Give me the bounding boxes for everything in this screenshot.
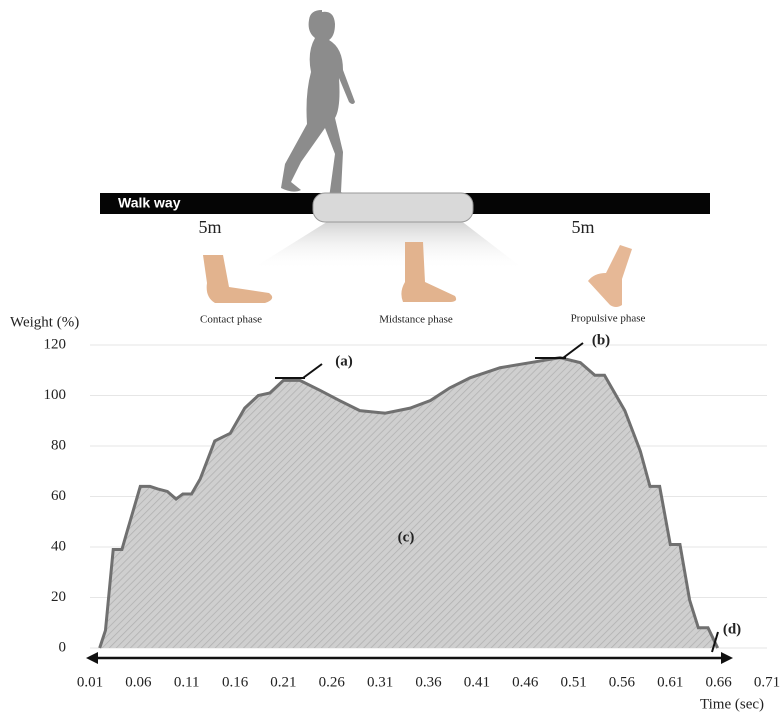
y-tick-label: 80	[51, 437, 66, 453]
plot: 0 20 40 60 80 100 120 0.01 0.06 0.11 0.16 0.21 0.26 0…	[44, 332, 781, 690]
pressure-cone	[250, 220, 525, 270]
foot	[588, 245, 632, 307]
illustration: Walk way 5m 5m Contact phase Midstance p…	[100, 10, 710, 326]
x-tick-label: 0.51	[560, 674, 586, 690]
x-tick-label: 0.46	[512, 674, 539, 690]
x-axis-title: Time (sec)	[700, 696, 764, 712]
x-tick-label: 0.31	[367, 674, 393, 690]
baseline-arrow	[86, 652, 733, 664]
y-tick-label: 40	[51, 538, 66, 554]
x-tick-label: 0.01	[77, 674, 103, 690]
y-tick-label: 120	[44, 336, 67, 352]
y-tick-label: 100	[44, 387, 67, 403]
x-tick-label: 0.36	[415, 674, 442, 690]
annotation: (b)	[592, 332, 610, 348]
y-tick-label: 60	[51, 488, 66, 504]
phase-label: Midstance phase	[379, 314, 453, 326]
walker	[281, 10, 355, 201]
y-tick-label: 20	[51, 589, 66, 605]
area-fill	[100, 358, 718, 648]
y-axis-title: Weight (%)	[10, 314, 79, 330]
x-tick-label: 0.56	[609, 674, 636, 690]
platform	[313, 193, 473, 222]
x-tick-label: 0.06	[125, 674, 152, 690]
annotation-leader	[303, 364, 322, 378]
x-tick-label: 0.26	[319, 674, 346, 690]
x-tick-label: 0.16	[222, 674, 249, 690]
y-tick-label: 0	[59, 639, 67, 655]
phase-label: Propulsive phase	[571, 313, 646, 325]
annotation: (c)	[398, 529, 415, 545]
figure: Walk way 5m 5m Contact phase Midstance p…	[0, 0, 783, 717]
phase-label: Contact phase	[200, 314, 262, 326]
foot	[203, 255, 272, 303]
x-tick-label: 0.66	[706, 674, 733, 690]
x-tick-label: 0.11	[174, 674, 200, 690]
distance-label: 5m	[571, 217, 594, 237]
x-tick-label: 0.71	[754, 674, 780, 690]
x-tick-label: 0.41	[464, 674, 490, 690]
walkway-label: Walk way	[118, 195, 181, 211]
annotation: (a)	[335, 353, 353, 369]
x-tick-label: 0.21	[270, 674, 296, 690]
distance-label: 5m	[198, 217, 221, 237]
x-tick-label: 0.61	[657, 674, 683, 690]
annotation: (d)	[723, 621, 741, 637]
